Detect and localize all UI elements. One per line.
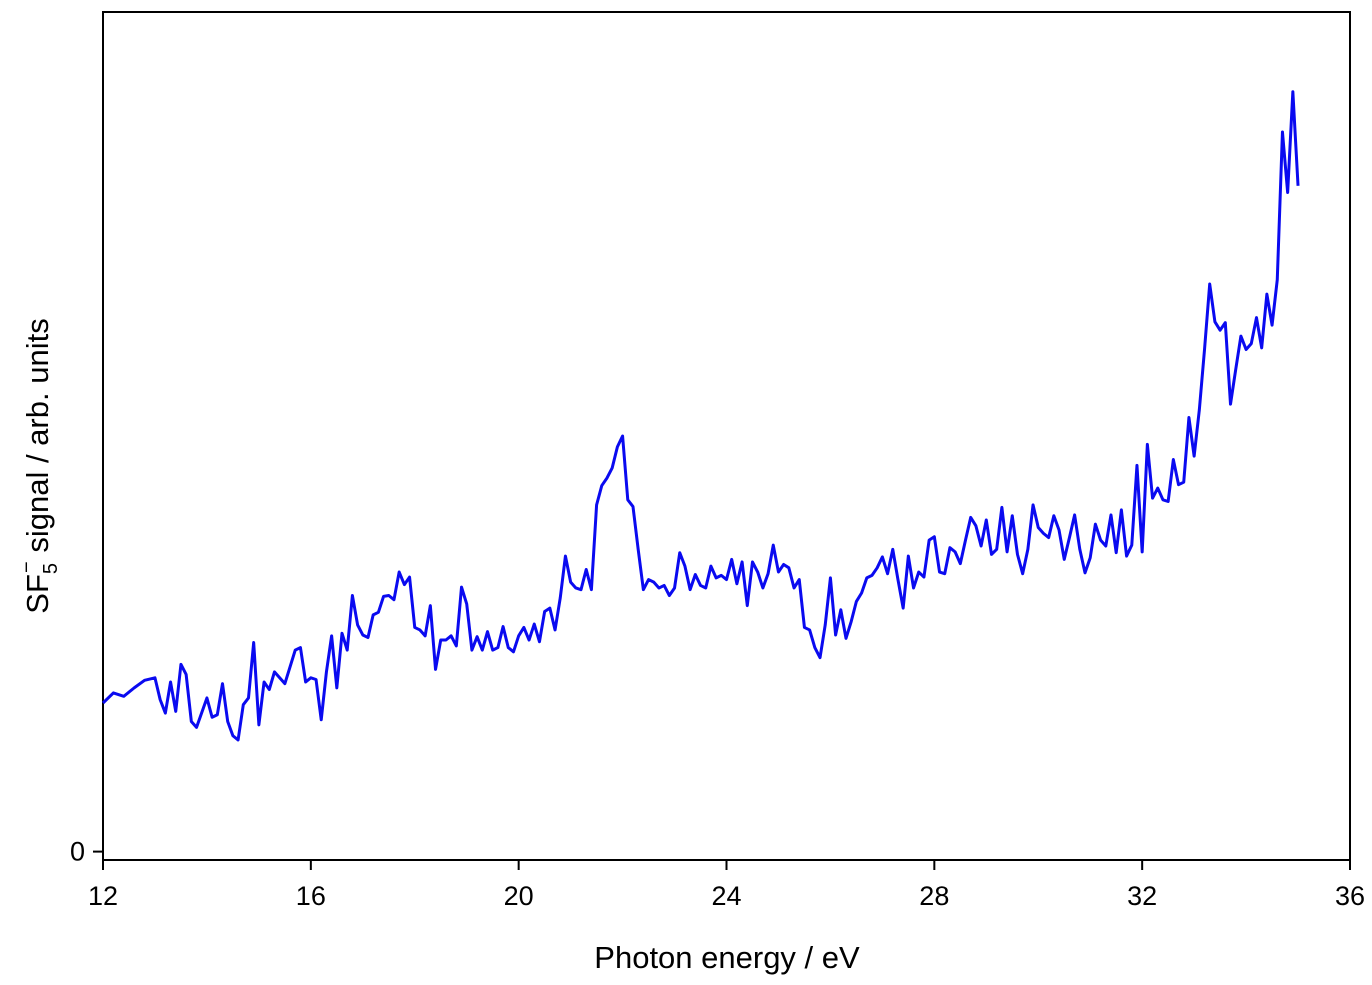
x-tick-label: 24 <box>711 881 741 911</box>
x-tick-label: 20 <box>504 881 534 911</box>
y-label-sub: 5 <box>40 563 62 574</box>
x-tick-label: 12 <box>88 881 118 911</box>
x-tick-label: 32 <box>1127 881 1157 911</box>
x-tick-label: 16 <box>296 881 326 911</box>
x-axis-label: Photon energy / eV <box>594 940 860 975</box>
y-label-rest: signal / arb. units <box>20 318 55 561</box>
data-line <box>101 90 1300 742</box>
y-tick-label: 0 <box>70 837 85 867</box>
y-label-sup: − <box>16 561 38 573</box>
y-axis-label: SF5− signal / arb. units <box>16 318 62 613</box>
plot-frame <box>102 11 1351 861</box>
y-label-main: SF <box>20 574 55 614</box>
x-tick-label: 36 <box>1335 881 1365 911</box>
x-tick-label: 28 <box>919 881 949 911</box>
